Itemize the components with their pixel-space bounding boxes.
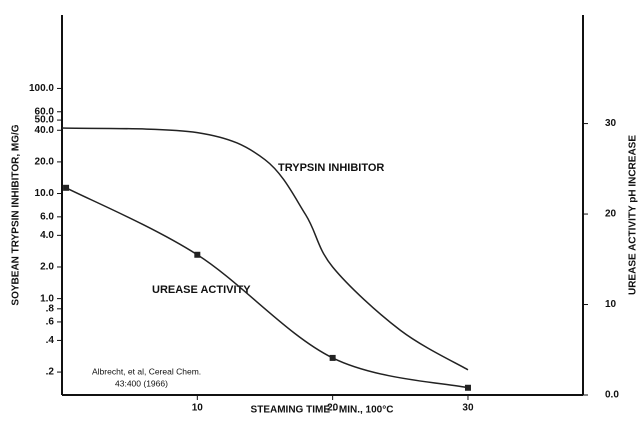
y-tick-label: 6.0 [40, 211, 54, 222]
y-tick-label: 40.0 [35, 125, 55, 136]
x-tick-label: 20 [327, 403, 339, 414]
x-axis-title: STEAMING TIME - MIN., 100°C [251, 405, 394, 416]
y-tick-label: 4.0 [40, 230, 54, 241]
citation: Albrecht, et al, Cereal Chem. [92, 366, 201, 376]
y2-tick-label: 10 [605, 299, 617, 310]
x-tick-label: 30 [462, 403, 474, 414]
y-tick-label: 10.0 [35, 188, 55, 199]
y2-tick-label: 20 [605, 209, 617, 220]
x-tick-label: 10 [192, 403, 204, 414]
series-line [65, 187, 469, 389]
y-tick-label: .2 [46, 367, 55, 378]
y2-tick-label: 30 [605, 118, 617, 129]
y-tick-label: .6 [46, 317, 55, 328]
annotation: TRYPSIN INHIBITOR [278, 162, 384, 174]
marker [329, 354, 336, 361]
marker [63, 184, 70, 191]
annotation: UREASE ACTIVITY [152, 284, 251, 296]
y-tick-label: 20.0 [35, 157, 55, 168]
marker [194, 251, 201, 258]
y-tick-label: 1.0 [40, 293, 54, 304]
citation: 43:400 (1966) [115, 378, 168, 388]
marker [464, 384, 471, 391]
y2-tick-label: 0.0 [605, 390, 619, 401]
y-tick-label: .8 [46, 303, 55, 314]
series-line [61, 127, 469, 371]
y-tick-label: 2.0 [40, 262, 54, 273]
right-axis-title: UREASE ACTIVITY pH INCREASE [628, 135, 639, 295]
y-tick-label: 50.0 [35, 115, 55, 126]
left-axis-title: SOYBEAN TRYPSIN INHIBITOR, MG/G [11, 124, 22, 305]
y-tick-label: 60.0 [35, 106, 55, 117]
y-tick-label: .4 [46, 335, 55, 346]
y-tick-label: 100.0 [29, 83, 54, 94]
